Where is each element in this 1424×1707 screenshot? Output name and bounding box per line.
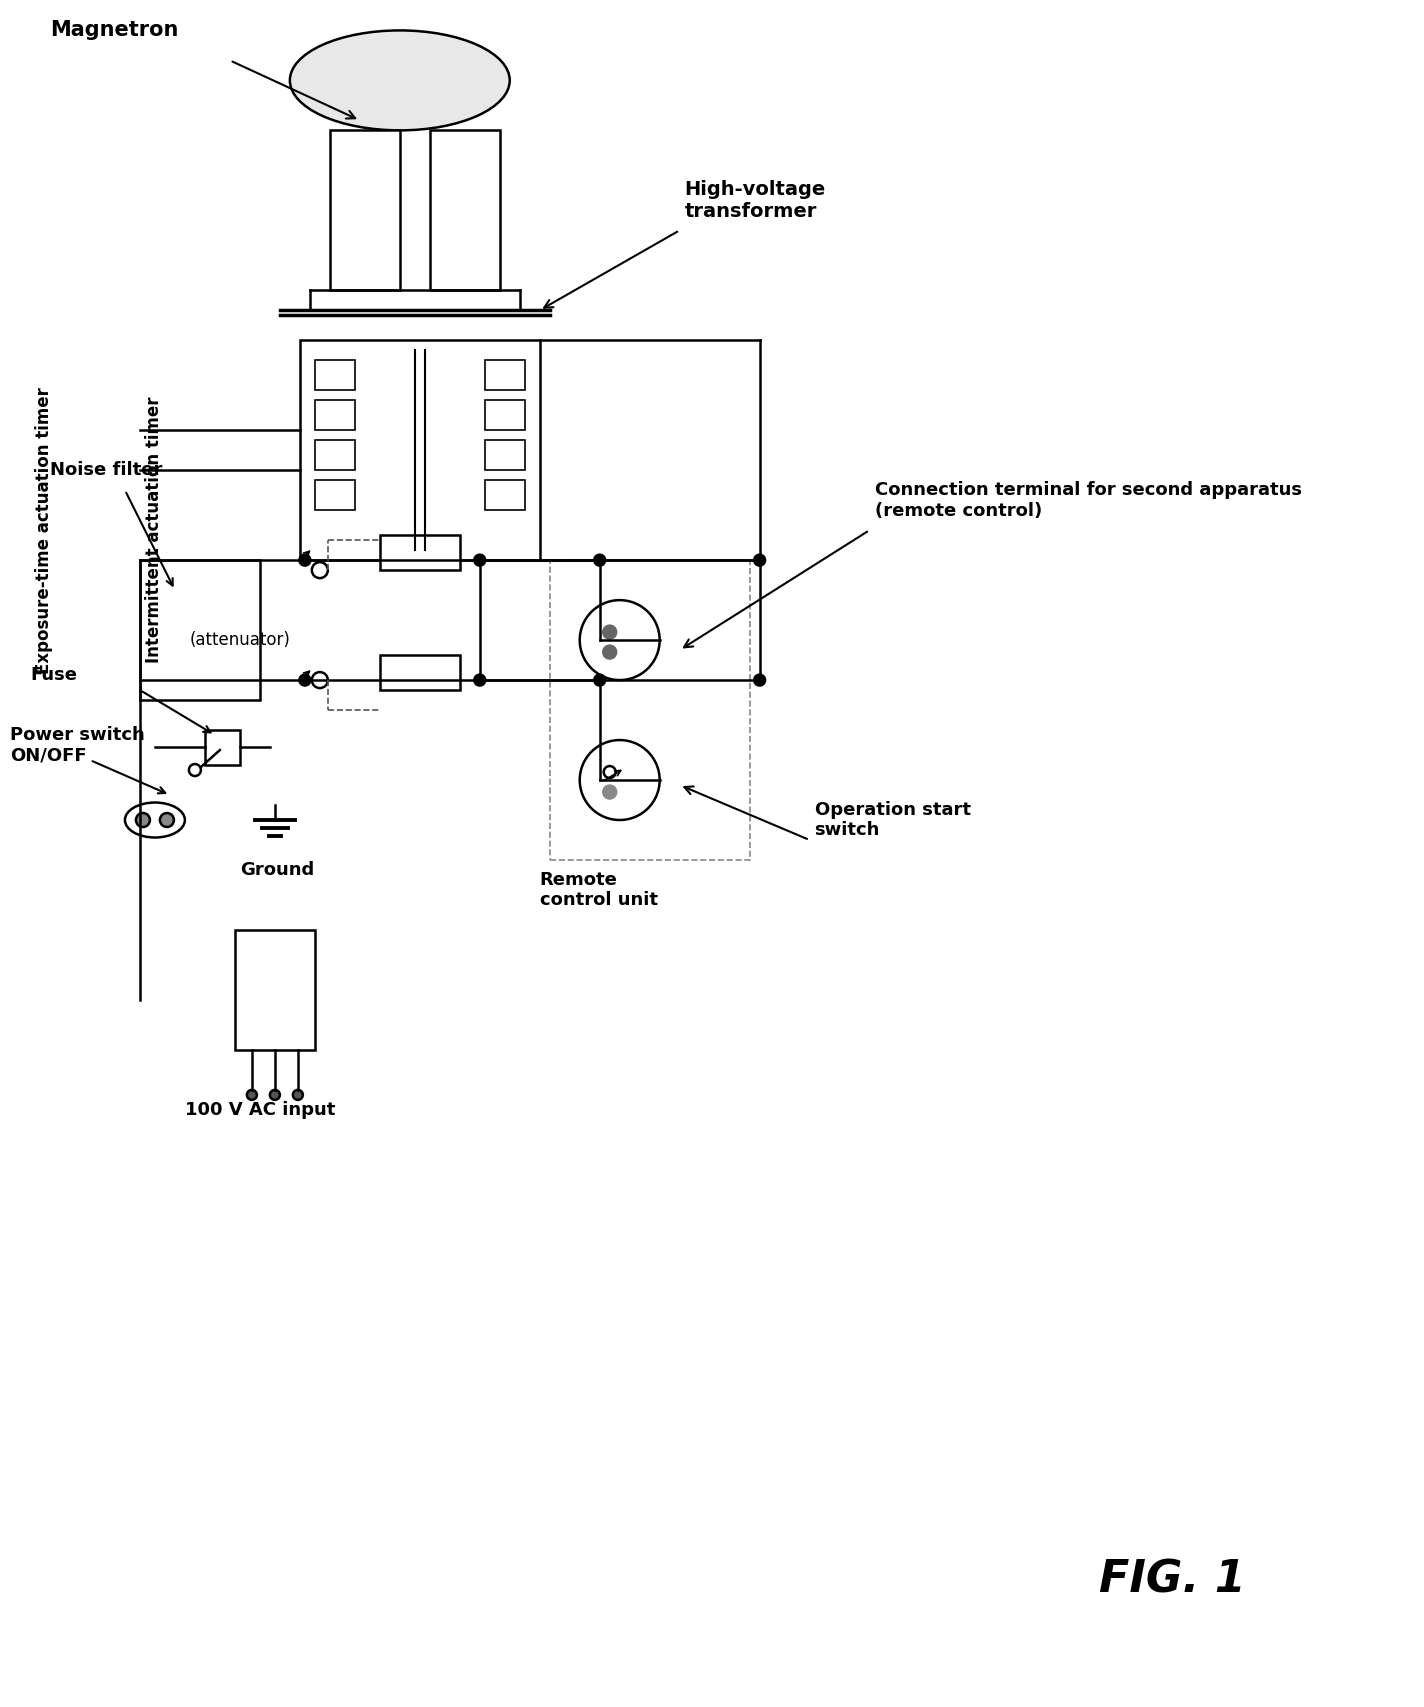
- Circle shape: [580, 601, 659, 679]
- Bar: [380, 536, 460, 570]
- Text: High-voltage
transformer: High-voltage transformer: [685, 179, 826, 220]
- Circle shape: [753, 555, 766, 567]
- Circle shape: [312, 673, 328, 688]
- Circle shape: [594, 674, 605, 686]
- Ellipse shape: [290, 31, 510, 130]
- Text: Intermittent actuation timer: Intermittent actuation timer: [145, 398, 162, 664]
- Circle shape: [189, 765, 201, 777]
- Text: Power switch
ON/OFF: Power switch ON/OFF: [10, 725, 145, 765]
- Bar: [205, 731, 239, 765]
- Text: Connection terminal for second apparatus
(remote control): Connection terminal for second apparatus…: [874, 481, 1302, 519]
- Text: 100 V AC input: 100 V AC input: [185, 1101, 335, 1118]
- Bar: [380, 655, 460, 690]
- Circle shape: [299, 674, 310, 686]
- Bar: [300, 340, 540, 560]
- Bar: [484, 480, 524, 510]
- Bar: [315, 360, 355, 391]
- Text: Ground: Ground: [239, 860, 315, 879]
- Bar: [330, 130, 400, 290]
- Circle shape: [594, 555, 605, 567]
- Circle shape: [753, 674, 766, 686]
- Text: Magnetron: Magnetron: [50, 20, 178, 41]
- Circle shape: [580, 741, 659, 819]
- Bar: [140, 560, 259, 700]
- Circle shape: [602, 625, 617, 638]
- Circle shape: [474, 674, 486, 686]
- Circle shape: [159, 813, 174, 826]
- Circle shape: [135, 813, 150, 826]
- Circle shape: [271, 1089, 281, 1099]
- Circle shape: [293, 1089, 303, 1099]
- Circle shape: [246, 1089, 256, 1099]
- Ellipse shape: [125, 802, 185, 838]
- Bar: [484, 440, 524, 469]
- Text: Operation start
switch: Operation start switch: [815, 801, 971, 840]
- Text: (attenuator): (attenuator): [189, 632, 290, 649]
- Bar: [430, 130, 500, 290]
- Bar: [315, 399, 355, 430]
- Bar: [484, 360, 524, 391]
- Circle shape: [602, 785, 617, 799]
- Bar: [235, 930, 315, 1050]
- Circle shape: [299, 555, 310, 567]
- Circle shape: [474, 555, 486, 567]
- Text: FIG. 1: FIG. 1: [1099, 1558, 1246, 1601]
- Bar: [315, 440, 355, 469]
- Text: Noise filter: Noise filter: [50, 461, 162, 480]
- Circle shape: [312, 562, 328, 579]
- Bar: [484, 399, 524, 430]
- Text: Remote
control unit: Remote control unit: [540, 871, 658, 910]
- Circle shape: [602, 645, 617, 659]
- Bar: [315, 480, 355, 510]
- Text: Exposure-time actuation timer: Exposure-time actuation timer: [36, 387, 53, 674]
- Circle shape: [604, 766, 615, 778]
- Bar: [550, 560, 749, 860]
- Text: Fuse: Fuse: [30, 666, 77, 685]
